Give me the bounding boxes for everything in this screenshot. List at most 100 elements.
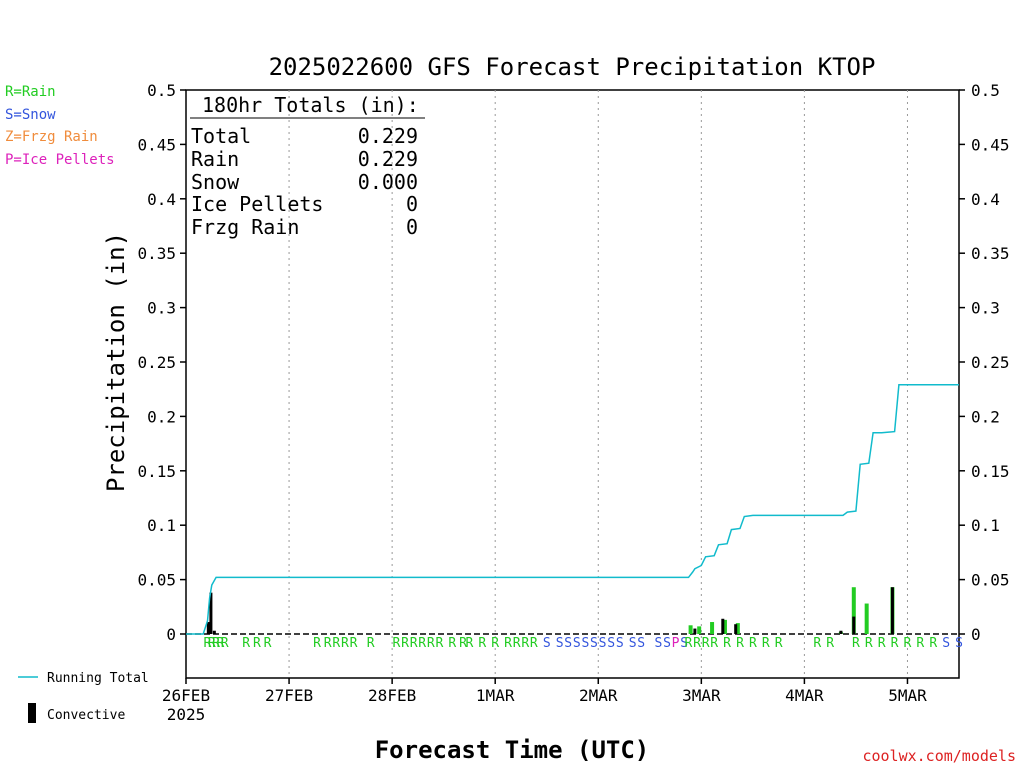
precip-type-code: R: [685, 636, 693, 651]
convective-bar: [693, 628, 697, 634]
precip-type-code: R: [313, 636, 321, 651]
legend-snow: S=Snow: [5, 107, 56, 123]
convective-bars: [206, 587, 894, 634]
precip-type-code: S: [680, 636, 688, 651]
y-tick-label-right: 0.05: [971, 571, 1010, 590]
precip-type-code: R: [253, 636, 261, 651]
totals-value-ice-pellets: 0: [406, 192, 418, 216]
precip-type-code: R: [916, 636, 924, 651]
precip-type-code: R: [332, 636, 340, 651]
precip-type-code: R: [212, 636, 220, 651]
precip-type-code: S: [581, 636, 589, 651]
y-tick-label-left: 0.25: [137, 353, 176, 372]
precip-type-code: R: [929, 636, 937, 651]
running-total-line: [186, 384, 959, 635]
convective-bar: [890, 587, 894, 634]
totals-label-snow: Snow: [191, 170, 240, 194]
x-tick-label: 2MAR: [579, 686, 618, 705]
precip-type-code: S: [629, 636, 637, 651]
y-tick-label-left: 0.2: [147, 407, 176, 426]
legend-convective-swatch: [28, 703, 36, 723]
precip-type-code: R: [221, 636, 229, 651]
precip-bar: [710, 622, 715, 634]
y-tick-label-left: 0.15: [137, 462, 176, 481]
precip-type-code: R: [427, 636, 435, 651]
y-tick-label-left: 0.4: [147, 190, 176, 209]
precip-type-code: R: [826, 636, 834, 651]
legend-freezing-rain: Z=Frzg Rain: [5, 129, 98, 145]
precip-type-code: S: [573, 636, 581, 651]
precip-type-code: R: [466, 636, 474, 651]
convective-bar: [852, 616, 856, 634]
x-tick-label: 27FEB: [265, 686, 313, 705]
y-tick-label-left: 0.45: [137, 135, 176, 154]
y-tick-label-right: 0.35: [971, 244, 1010, 263]
y-tick-label-left: 0.35: [137, 244, 176, 263]
precip-type-code: R: [852, 636, 860, 651]
totals-label-freezing-rain: Frzg Rain: [191, 215, 299, 239]
precip-bar: [688, 625, 693, 634]
source-credit: coolwx.com/models: [862, 747, 1016, 765]
precip-type-code: R: [204, 636, 212, 651]
precip-type-code: S: [955, 636, 963, 651]
precip-type-code: R: [723, 636, 731, 651]
precip-type-code: R: [521, 636, 529, 651]
precip-type-code: R: [865, 636, 873, 651]
y-tick-label-left: 0.5: [147, 81, 176, 100]
totals-value-freezing-rain: 0: [406, 215, 418, 239]
precip-type-code: R: [891, 636, 899, 651]
precip-type-code: R: [216, 636, 224, 651]
convective-bar: [206, 622, 210, 634]
y-tick-label-right: 0: [971, 625, 981, 644]
precip-bar: [722, 619, 727, 634]
precip-bar: [697, 626, 702, 634]
precip-type-code: S: [564, 636, 572, 651]
x-axis-label: Forecast Time (UTC): [375, 736, 650, 764]
precip-type-code: R: [530, 636, 538, 651]
y-tick-label-left: 0.3: [147, 299, 176, 318]
legend-running-total: Running Total: [47, 671, 149, 686]
legend-rain: R=Rain: [5, 84, 56, 100]
y-tick-label-right: 0.5: [971, 81, 1000, 100]
precip-type-code: R: [710, 636, 718, 651]
precip-type-code: R: [208, 636, 216, 651]
x-tick-label: 26FEB: [162, 686, 210, 705]
grid-lines: [288, 90, 908, 678]
precip-type-code: R: [775, 636, 783, 651]
precip-type-code: R: [459, 636, 467, 651]
y-tick-label-left: 0.05: [137, 571, 176, 590]
precip-type-code: S: [543, 636, 551, 651]
precip-type-code: R: [702, 636, 710, 651]
totals-value-snow: 0.000: [358, 170, 418, 194]
precip-type-code: S: [942, 636, 950, 651]
precip-type-code: R: [242, 636, 250, 651]
precip-type-code: R: [367, 636, 375, 651]
precip-type-code: R: [448, 636, 456, 651]
convective-bar: [839, 630, 843, 634]
totals-label-ice-pellets: Ice Pellets: [191, 192, 323, 216]
x-tick-label: 28FEB: [368, 686, 416, 705]
precip-type-code: R: [878, 636, 886, 651]
convective-bar: [734, 624, 738, 634]
y-axis-left: 0 0.05 0.1 0.15 0.2 0.25 0.3 0.35 0.4 0.45 0.5: [137, 81, 186, 644]
precip-bar: [851, 587, 856, 634]
y-tick-label-right: 0.45: [971, 135, 1010, 154]
y-tick-label-right: 0.25: [971, 353, 1010, 372]
precip-type-code: S: [607, 636, 615, 651]
precip-type-code: R: [435, 636, 443, 651]
y-tick-label-left: 0: [166, 625, 176, 644]
precip-type-code: R: [736, 636, 744, 651]
precip-type-code: R: [393, 636, 401, 651]
y-tick-label-right: 0.4: [971, 190, 1000, 209]
totals-label-total: Total: [191, 124, 251, 148]
y-tick-label-left: 0.1: [147, 516, 176, 535]
precip-type-code: R: [504, 636, 512, 651]
convective-bar: [209, 592, 213, 634]
precip-type-code: R: [749, 636, 757, 651]
x-tick-sublabel: 2025: [167, 705, 206, 724]
chart-title: 2025022600 GFS Forecast Precipitation KT…: [269, 53, 876, 81]
x-tick-label: 1MAR: [476, 686, 515, 705]
